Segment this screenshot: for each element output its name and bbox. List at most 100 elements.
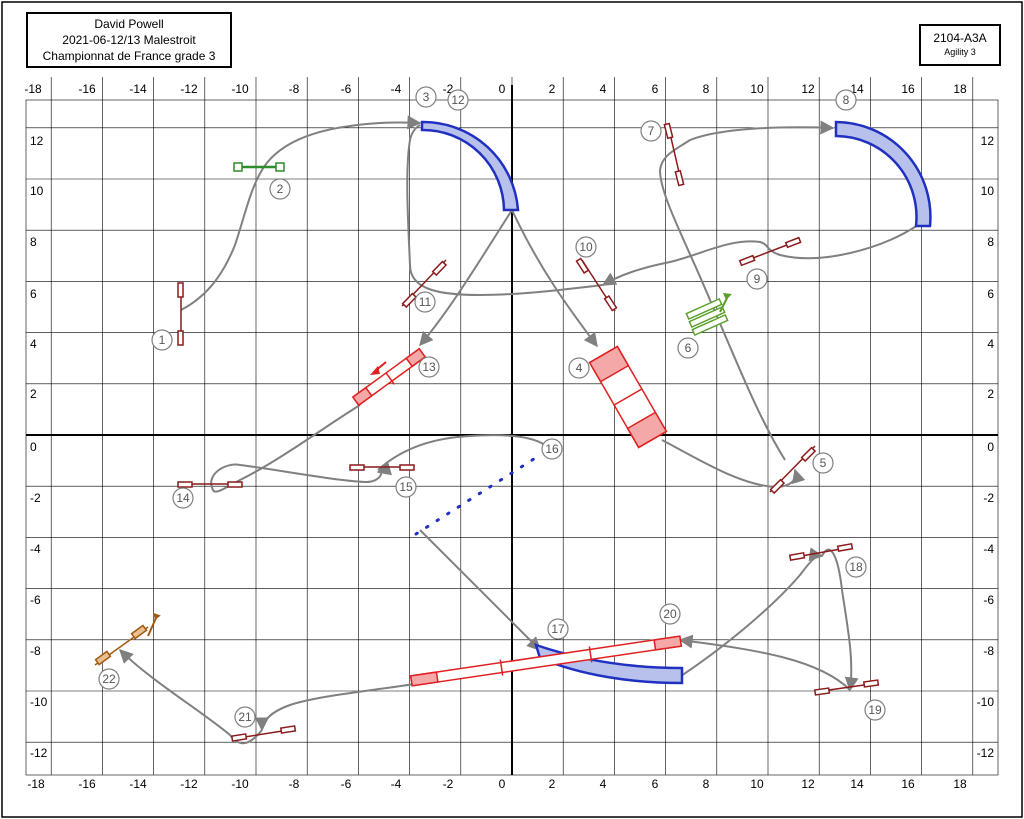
number-7-circle bbox=[640, 120, 662, 142]
jump-11 bbox=[401, 259, 448, 309]
x-tick-bottom: -6 bbox=[341, 777, 352, 791]
number-16-circle bbox=[541, 438, 563, 460]
x-tick-top: 8 bbox=[703, 82, 710, 96]
y-tick-left: 4 bbox=[30, 337, 37, 351]
number-22-circle bbox=[98, 668, 120, 690]
number-12-label: 12 bbox=[451, 93, 465, 107]
y-tick-left: 12 bbox=[30, 134, 44, 148]
x-tick-bottom: 4 bbox=[600, 777, 607, 791]
number-15-circle bbox=[395, 476, 417, 498]
number-17-circle bbox=[547, 618, 569, 640]
number-10-circle bbox=[575, 236, 597, 258]
number-18-label: 18 bbox=[849, 560, 863, 574]
jump-2-start bbox=[233, 162, 285, 172]
x-tick-top: 6 bbox=[652, 82, 659, 96]
number-15-label: 15 bbox=[399, 480, 413, 494]
event-date-location: 2021-06-12/13 Malestroit bbox=[62, 33, 196, 47]
x-tick-bottom: 0 bbox=[499, 777, 506, 791]
number-12-circle bbox=[447, 89, 469, 111]
x-tick-bottom: -14 bbox=[129, 777, 147, 791]
jump-18 bbox=[788, 542, 854, 562]
number-8-label: 8 bbox=[843, 93, 850, 107]
number-1-label: 1 bbox=[159, 333, 166, 347]
number-7-label: 7 bbox=[648, 124, 655, 138]
judge-name: David Powell bbox=[94, 17, 164, 31]
y-tick-right: 4 bbox=[987, 337, 994, 351]
x-tick-bottom: -10 bbox=[231, 777, 249, 791]
number-20-label: 20 bbox=[663, 607, 677, 621]
number-13-circle bbox=[418, 356, 440, 378]
y-tick-right: -10 bbox=[977, 695, 995, 709]
y-tick-right: -2 bbox=[983, 491, 994, 505]
number-13-label: 13 bbox=[422, 360, 436, 374]
jump-10 bbox=[575, 257, 618, 312]
x-tick-top: 18 bbox=[953, 82, 967, 96]
a-frame-4 bbox=[588, 345, 668, 449]
y-tick-right: 0 bbox=[987, 440, 994, 454]
jump-1 bbox=[177, 282, 184, 346]
jump-5 bbox=[769, 445, 817, 495]
x-tick-top: -6 bbox=[341, 82, 352, 96]
x-tick-bottom: -16 bbox=[78, 777, 96, 791]
course-title-box: David Powell 2021-06-12/13 Malestroit Ch… bbox=[26, 12, 232, 68]
jump-15 bbox=[349, 464, 415, 471]
x-tick-top: -14 bbox=[129, 82, 147, 96]
number-19-circle bbox=[864, 699, 886, 721]
course-level: Agility 3 bbox=[944, 47, 976, 57]
jump-21 bbox=[230, 725, 297, 742]
path-segment bbox=[210, 404, 393, 493]
y-tick-left: 6 bbox=[30, 287, 37, 301]
number-20-circle bbox=[659, 603, 681, 625]
x-tick-top: 16 bbox=[901, 82, 915, 96]
y-tick-left: -8 bbox=[30, 644, 41, 658]
number-9-label: 9 bbox=[754, 272, 761, 286]
seesaw-arrow-icon bbox=[370, 361, 387, 375]
y-tick-right: -6 bbox=[983, 593, 994, 607]
path-segment bbox=[658, 120, 835, 461]
y-tick-left: 10 bbox=[30, 184, 44, 198]
y-tick-right: 12 bbox=[981, 134, 995, 148]
y-tick-left: -6 bbox=[30, 593, 41, 607]
seesaw-13 bbox=[351, 347, 427, 407]
y-tick-left: 0 bbox=[30, 440, 37, 454]
path-segment bbox=[180, 115, 422, 311]
y-tick-left: -10 bbox=[30, 695, 48, 709]
x-tick-bottom: 10 bbox=[750, 777, 764, 791]
number-4-label: 4 bbox=[576, 361, 583, 375]
number-21-label: 21 bbox=[238, 710, 252, 724]
jump-19 bbox=[813, 679, 880, 696]
y-tick-right: 2 bbox=[987, 387, 994, 401]
path-segment bbox=[377, 434, 546, 471]
number-14-label: 14 bbox=[176, 491, 190, 505]
number-2-label: 2 bbox=[277, 182, 284, 196]
number-17-label: 17 bbox=[551, 622, 565, 636]
x-tick-top: 12 bbox=[801, 82, 815, 96]
x-tick-top: 0 bbox=[499, 82, 506, 96]
number-11-label: 11 bbox=[419, 295, 432, 309]
number-18-circle bbox=[845, 556, 867, 578]
path-segment bbox=[661, 439, 806, 489]
x-tick-bottom: 18 bbox=[953, 777, 967, 791]
jump-14 bbox=[177, 481, 243, 488]
number-11-circle bbox=[414, 291, 436, 313]
y-tick-left: 2 bbox=[30, 387, 37, 401]
x-tick-top: -18 bbox=[24, 82, 42, 96]
number-22-label: 22 bbox=[102, 672, 116, 686]
path-segment bbox=[678, 634, 851, 691]
x-tick-bottom: 6 bbox=[652, 777, 659, 791]
path-segment bbox=[601, 224, 919, 286]
tyre-22 bbox=[94, 612, 161, 666]
y-tick-left: -2 bbox=[30, 491, 41, 505]
x-tick-top: 10 bbox=[750, 82, 764, 96]
path-segment bbox=[511, 209, 598, 348]
x-tick-bottom: 12 bbox=[801, 777, 815, 791]
number-3-circle bbox=[415, 86, 437, 108]
x-tick-bottom: -18 bbox=[27, 777, 45, 791]
y-tick-left: 8 bbox=[30, 235, 37, 249]
number-3-label: 3 bbox=[423, 90, 430, 104]
course-code: 2104-A3A bbox=[933, 31, 987, 45]
path-segment bbox=[406, 124, 604, 297]
y-tick-labels-right: 12 10 8 6 4 2 0 -2 -4 -6 -8 -10 -12 bbox=[977, 134, 995, 760]
number-8-circle bbox=[835, 89, 857, 111]
number-19-label: 19 bbox=[868, 703, 882, 717]
